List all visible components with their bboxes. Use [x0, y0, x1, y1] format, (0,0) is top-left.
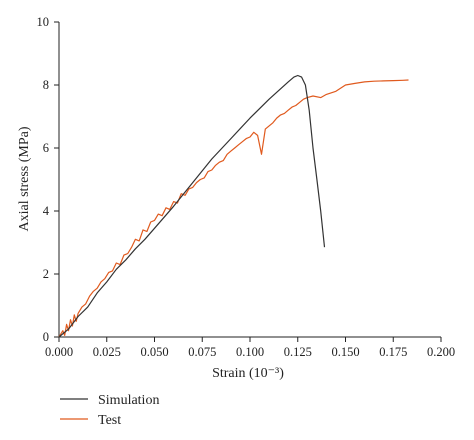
legend: Simulation Test: [60, 393, 159, 428]
plot-lines: [58, 74, 409, 338]
y-tick-label: 6: [43, 141, 49, 155]
legend-label-simulation: Simulation: [98, 393, 159, 408]
x-ticks: 0.000 0.025 0.050 0.075 0.100 0.125 0.150 0.175…: [45, 337, 455, 359]
x-tick-label: 0.100: [236, 345, 264, 359]
x-tick-label: 0.200: [427, 345, 455, 359]
axes: [58, 22, 441, 338]
series-line-test: [58, 79, 409, 338]
series-line-simulation: [58, 74, 326, 338]
y-tick-label: 4: [43, 204, 50, 218]
x-axis-title: Strain (10⁻³): [212, 366, 284, 381]
y-ticks: 0 2 4 6 8 10: [37, 15, 59, 344]
y-tick-label: 10: [37, 15, 50, 29]
y-tick-label: 8: [43, 78, 49, 92]
y-tick-label: 2: [43, 267, 49, 281]
x-tick-label: 0.150: [331, 345, 359, 359]
y-tick-label: 0: [43, 330, 49, 344]
x-tick-label: 0.050: [140, 345, 168, 359]
x-tick-label: 0.000: [45, 345, 73, 359]
y-axis-title: Axial stress (MPa): [17, 126, 32, 231]
x-tick-label: 0.025: [93, 345, 121, 359]
x-tick-label: 0.125: [284, 345, 312, 359]
x-tick-label: 0.175: [379, 345, 407, 359]
legend-label-test: Test: [98, 413, 121, 428]
x-tick-label: 0.075: [188, 345, 216, 359]
